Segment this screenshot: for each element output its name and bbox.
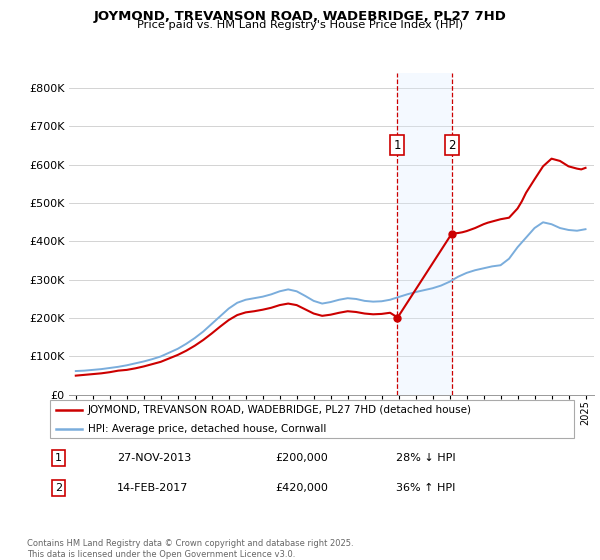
Text: 14-FEB-2017: 14-FEB-2017: [116, 483, 188, 493]
Text: £420,000: £420,000: [275, 483, 328, 493]
Text: 27-NOV-2013: 27-NOV-2013: [116, 453, 191, 463]
Bar: [397, 73, 452, 395]
Text: £200,000: £200,000: [275, 453, 328, 463]
Text: JOYMOND, TREVANSON ROAD, WADEBRIDGE, PL27 7HD: JOYMOND, TREVANSON ROAD, WADEBRIDGE, PL2…: [94, 10, 506, 23]
FancyBboxPatch shape: [50, 400, 574, 438]
Text: Price paid vs. HM Land Registry's House Price Index (HPI): Price paid vs. HM Land Registry's House …: [137, 20, 463, 30]
Text: 36% ↑ HPI: 36% ↑ HPI: [397, 483, 456, 493]
Text: 2: 2: [55, 483, 62, 493]
Text: HPI: Average price, detached house, Cornwall: HPI: Average price, detached house, Corn…: [88, 424, 326, 434]
Text: 1: 1: [55, 453, 62, 463]
Text: JOYMOND, TREVANSON ROAD, WADEBRIDGE, PL27 7HD (detached house): JOYMOND, TREVANSON ROAD, WADEBRIDGE, PL2…: [88, 405, 472, 415]
Text: 2: 2: [448, 139, 455, 152]
Text: 1: 1: [394, 139, 401, 152]
Text: Contains HM Land Registry data © Crown copyright and database right 2025.
This d: Contains HM Land Registry data © Crown c…: [27, 539, 353, 559]
Text: 28% ↓ HPI: 28% ↓ HPI: [397, 453, 456, 463]
